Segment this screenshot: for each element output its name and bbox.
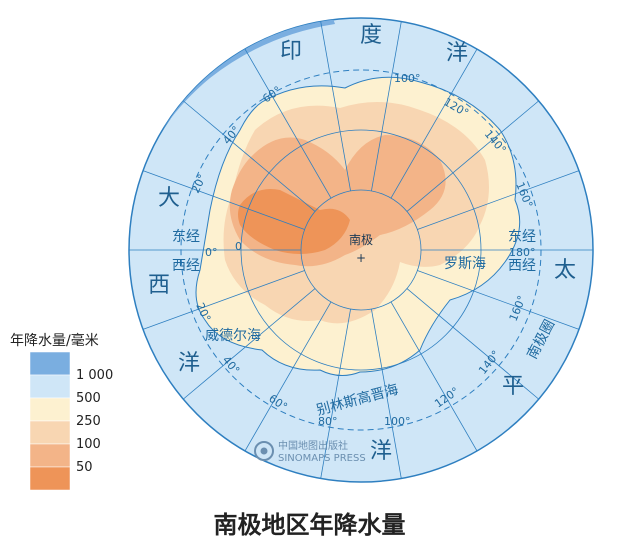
meridian-line: [183, 288, 316, 400]
lon-label-east-0: 东经: [172, 229, 200, 245]
meridian-line: [371, 309, 402, 479]
legend-swatch: [29, 374, 71, 399]
meridian-line: [244, 301, 332, 452]
legend: 年降水量/毫米 1 000 500 250 100 50: [10, 332, 113, 491]
ocean-label-atlantic-3: 洋: [178, 351, 200, 376]
meridian-line: [320, 309, 351, 479]
legend-swatches: [29, 351, 71, 491]
ocean-label-pacific-1: 太: [554, 258, 576, 283]
watermark-cn: 中国地图出版社: [278, 439, 348, 452]
legend-swatch: [29, 351, 71, 376]
legend-break-label: 1 000: [76, 368, 113, 383]
ocean-label-indian-3: 洋: [446, 41, 468, 66]
ocean-label-pacific-2: 平: [502, 374, 524, 399]
lon-label-west-0: 西经: [172, 258, 200, 274]
legend-break-label: 500: [76, 391, 101, 406]
lon-label-east-180: 东经: [508, 229, 536, 245]
legend-title: 年降水量/毫米: [10, 332, 99, 349]
ocean-label-indian-2: 度: [360, 23, 382, 48]
lon-label-e180: 180°: [509, 246, 536, 259]
ocean-label-indian-1: 印: [280, 39, 302, 64]
lon-label-west-180: 西经: [508, 258, 536, 274]
ocean-label-atlantic-2: 西: [148, 273, 170, 298]
precip-class-below-50-area: [238, 189, 350, 254]
meridian-line: [142, 170, 305, 230]
meridian-line: [142, 270, 305, 330]
publisher-logo-icon: [254, 441, 274, 461]
watermark-en: SINOMAPS PRESS: [278, 453, 366, 464]
meridian-line: [371, 21, 402, 191]
pole-marker: +: [356, 251, 366, 265]
map-title: 南极地区年降水量: [213, 510, 406, 539]
legend-swatch: [29, 397, 71, 422]
lon-label-e100: 100°: [394, 72, 421, 85]
meridian-line: [390, 48, 478, 199]
legend-break-label: 100: [76, 437, 101, 452]
legend-swatch: [29, 466, 71, 491]
meridian-line: [406, 288, 539, 400]
lon-label-zero-inner: 0: [235, 240, 242, 253]
meridian-line: [320, 21, 351, 191]
lon-label-zero: 0°: [205, 246, 218, 259]
legend-break-label: 50: [76, 460, 93, 475]
meridian-line: [417, 170, 580, 230]
lon-label-w100: 100°: [384, 415, 411, 428]
pole-label: 南极: [349, 232, 373, 247]
meridian-line: [417, 270, 580, 330]
meridian-line: [390, 301, 478, 452]
ocean-label-atlantic-1: 大: [158, 186, 180, 211]
ocean-label-pacific-3: 洋: [370, 439, 392, 464]
legend-swatch: [29, 420, 71, 445]
publisher-logo-core: [260, 447, 268, 455]
lon-label-w80: 80°: [318, 415, 338, 428]
meridian-lines: [129, 21, 593, 479]
publisher-watermark: 中国地图出版社 SINOMAPS PRESS: [254, 439, 366, 464]
precip-class-1000-plus-area: [129, 18, 335, 172]
meridian-line: [406, 100, 539, 212]
sea-label-ross: 罗斯海: [444, 256, 486, 272]
legend-break-label: 250: [76, 414, 101, 429]
meridian-line: [183, 100, 316, 212]
meridian-line: [244, 48, 332, 199]
sea-label-weddell: 威德尔海: [205, 328, 261, 344]
legend-swatch: [29, 443, 71, 468]
legend-breaks: 1 000 500 250 100 50: [76, 368, 113, 475]
